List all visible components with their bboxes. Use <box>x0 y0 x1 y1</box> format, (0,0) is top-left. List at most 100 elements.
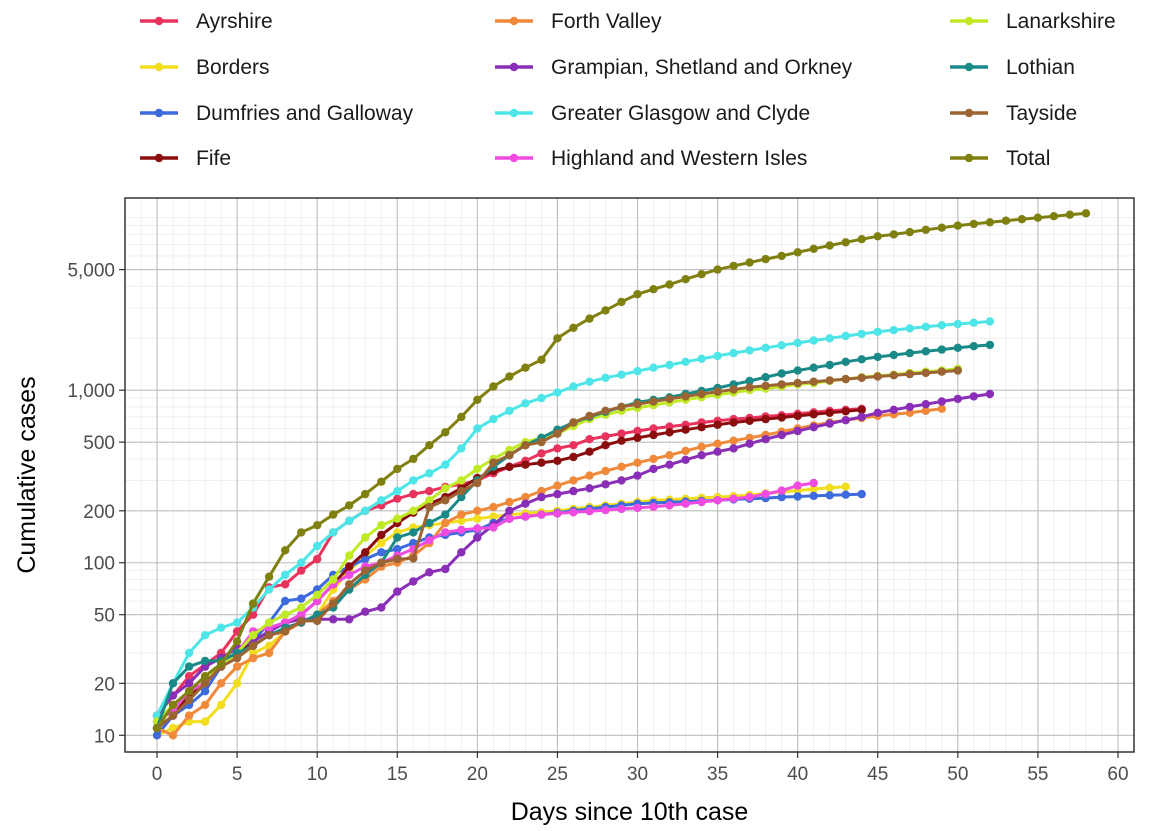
data-point <box>809 336 818 345</box>
legend-item: Total <box>950 147 1050 170</box>
data-point <box>761 343 770 352</box>
data-point <box>537 492 546 502</box>
x-tick-label: 50 <box>947 764 968 785</box>
data-point <box>841 238 850 247</box>
data-point <box>617 462 626 471</box>
data-point <box>425 502 434 512</box>
data-point <box>569 486 578 496</box>
data-point <box>633 426 642 436</box>
data-point <box>697 354 706 363</box>
data-point <box>729 444 738 453</box>
legend-label: Fife <box>196 147 231 170</box>
data-point <box>585 435 594 444</box>
data-point <box>361 489 370 499</box>
legend-key-point <box>154 16 164 26</box>
data-point <box>216 623 226 632</box>
data-point <box>409 454 418 464</box>
data-point <box>825 491 834 500</box>
y-tick-label: 5,000 <box>67 261 115 282</box>
data-point <box>441 460 450 469</box>
series-grampian-shetland-and-orkney <box>152 389 995 720</box>
data-point <box>457 412 466 422</box>
data-point <box>697 497 706 507</box>
data-point <box>569 418 578 427</box>
data-point <box>729 494 738 503</box>
data-point <box>649 397 658 406</box>
data-point <box>585 411 594 421</box>
data-point <box>281 596 290 606</box>
data-point <box>377 477 386 486</box>
data-point <box>264 572 274 581</box>
data-point <box>873 232 882 241</box>
data-point <box>697 423 706 432</box>
data-point <box>457 548 466 557</box>
data-point <box>441 484 450 493</box>
data-point <box>777 413 786 422</box>
data-point <box>521 441 530 450</box>
data-point <box>697 442 706 451</box>
data-point <box>184 695 194 705</box>
data-point <box>569 323 578 332</box>
data-point <box>985 317 995 326</box>
data-point <box>409 577 418 586</box>
legend-label: Total <box>1006 147 1050 170</box>
x-tick-label: 5 <box>232 764 243 785</box>
data-point <box>681 446 690 456</box>
legend-key-point <box>154 62 164 72</box>
data-point <box>873 352 882 362</box>
data-point <box>297 594 306 603</box>
data-point <box>393 464 402 474</box>
data-point <box>777 492 786 502</box>
legend-key-point <box>964 108 974 118</box>
data-point <box>377 603 386 612</box>
data-point <box>184 672 194 681</box>
data-point <box>665 501 674 510</box>
data-point <box>905 369 914 379</box>
data-point <box>425 536 434 545</box>
data-point <box>441 528 450 537</box>
data-point <box>585 314 594 323</box>
data-point <box>361 554 370 564</box>
legend-item: Lanarkshire <box>950 10 1116 33</box>
data-point <box>1017 215 1027 224</box>
x-tick-label: 35 <box>707 764 728 785</box>
data-point <box>216 659 226 668</box>
data-point <box>393 587 402 596</box>
data-point <box>248 653 258 663</box>
data-point <box>297 558 306 567</box>
data-point <box>633 471 642 480</box>
legend-key-point <box>154 153 164 163</box>
data-point <box>825 483 834 492</box>
data-point <box>489 523 498 532</box>
data-point <box>537 449 546 458</box>
data-point <box>601 432 610 441</box>
y-tick-label: 1,000 <box>67 381 115 402</box>
data-point <box>505 506 514 515</box>
data-point <box>489 382 498 391</box>
data-point <box>601 466 610 476</box>
data-point <box>809 484 818 494</box>
data-point <box>345 551 354 560</box>
data-point <box>441 428 450 437</box>
data-point <box>297 610 306 619</box>
y-tick-label: 20 <box>94 674 115 695</box>
x-axis: 0 5 10 15 20 25 30 35 40 45 50 55 60 <box>152 752 1129 785</box>
data-point <box>745 346 754 355</box>
data-point <box>713 265 722 274</box>
data-point <box>553 334 562 343</box>
data-point <box>665 451 674 460</box>
data-point <box>361 506 370 515</box>
data-point <box>521 499 530 508</box>
data-point <box>841 482 850 491</box>
data-point <box>457 510 466 519</box>
data-point <box>969 392 978 401</box>
data-point <box>777 430 786 440</box>
data-point <box>745 492 754 502</box>
data-point <box>633 458 642 467</box>
data-point <box>393 533 402 542</box>
data-point <box>793 411 802 421</box>
data-point <box>825 419 834 428</box>
data-point <box>457 486 466 496</box>
data-point <box>729 348 738 358</box>
data-point <box>889 350 898 360</box>
